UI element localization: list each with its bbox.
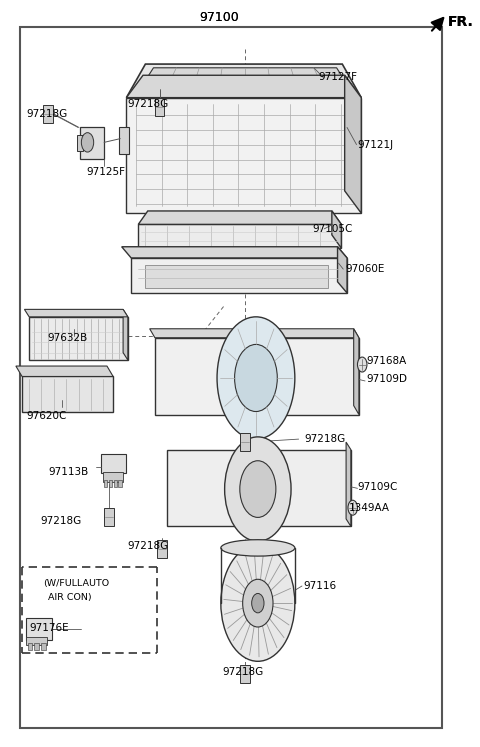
Text: 97125F: 97125F (86, 167, 125, 177)
Text: 97168A: 97168A (366, 356, 406, 366)
Text: 97632B: 97632B (47, 332, 87, 343)
Text: 97218G: 97218G (27, 109, 68, 119)
Ellipse shape (221, 539, 295, 556)
Bar (41, 643, 46, 650)
Bar (155, 98, 164, 116)
Text: 97121J: 97121J (358, 140, 394, 149)
Circle shape (358, 357, 367, 372)
Bar (26, 637, 47, 645)
Polygon shape (332, 211, 341, 248)
Polygon shape (138, 211, 341, 224)
Polygon shape (24, 309, 128, 317)
Bar (104, 480, 108, 487)
Polygon shape (155, 338, 359, 415)
Text: 97218G: 97218G (128, 99, 169, 108)
Bar (101, 454, 126, 474)
Bar (119, 480, 121, 487)
Bar (103, 472, 123, 482)
Text: 97105C: 97105C (313, 224, 353, 234)
Polygon shape (136, 68, 354, 96)
Bar (109, 480, 112, 487)
Text: 1349AA: 1349AA (349, 503, 390, 512)
Circle shape (81, 133, 94, 152)
Bar (35, 643, 39, 650)
Polygon shape (123, 309, 128, 360)
Text: FR.: FR. (448, 15, 473, 28)
Bar (28, 643, 33, 650)
Polygon shape (337, 247, 347, 293)
Polygon shape (126, 75, 361, 98)
Polygon shape (121, 247, 347, 258)
Bar (145, 265, 328, 288)
Circle shape (217, 317, 295, 439)
Polygon shape (150, 329, 359, 338)
Text: 97218G: 97218G (304, 434, 346, 444)
Polygon shape (345, 75, 361, 213)
Circle shape (348, 500, 358, 515)
Bar (20, 27, 442, 728)
Polygon shape (138, 224, 341, 248)
Text: 97113B: 97113B (48, 467, 88, 477)
Text: 97100: 97100 (199, 11, 239, 25)
Bar (29, 317, 128, 360)
Polygon shape (167, 450, 351, 527)
Bar (157, 540, 167, 558)
Circle shape (243, 579, 273, 627)
Bar (114, 480, 117, 487)
Text: 97109D: 97109D (366, 374, 407, 385)
Bar (26, 618, 52, 640)
Circle shape (252, 593, 264, 613)
Bar (240, 665, 250, 683)
Polygon shape (16, 366, 113, 376)
Polygon shape (354, 329, 359, 415)
Text: 97109C: 97109C (358, 482, 398, 492)
Polygon shape (126, 64, 361, 98)
Polygon shape (346, 442, 351, 527)
Text: AIR CON): AIR CON) (48, 592, 92, 601)
Text: 97218G: 97218G (223, 667, 264, 677)
Text: (W/FULLAUTO: (W/FULLAUTO (43, 579, 109, 588)
Bar (104, 508, 114, 526)
Circle shape (240, 461, 276, 518)
Text: 97116: 97116 (303, 581, 336, 591)
Bar (22, 376, 113, 412)
Circle shape (225, 437, 291, 542)
Bar (240, 433, 250, 451)
Text: 97218G: 97218G (40, 516, 81, 526)
Bar (43, 105, 53, 123)
Text: 97127F: 97127F (319, 72, 358, 82)
Text: 97620C: 97620C (27, 411, 67, 421)
Circle shape (235, 344, 277, 412)
Text: 97100: 97100 (199, 11, 239, 25)
Text: 97218G: 97218G (128, 542, 169, 551)
Bar (120, 128, 129, 154)
Polygon shape (131, 258, 347, 293)
Text: 97176E: 97176E (29, 624, 69, 633)
Polygon shape (126, 98, 361, 213)
Text: 97060E: 97060E (345, 264, 384, 274)
Bar (77, 135, 83, 152)
Circle shape (221, 545, 295, 661)
Bar (80, 128, 104, 159)
Text: FR.: FR. (448, 15, 473, 28)
